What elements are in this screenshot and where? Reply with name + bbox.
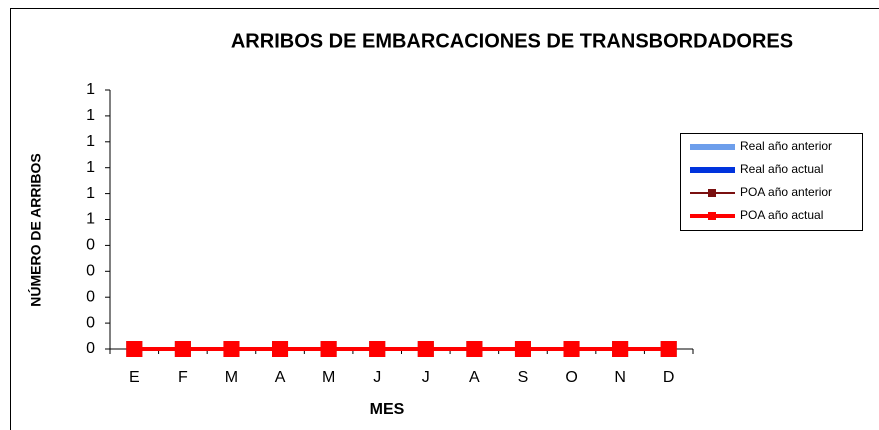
y-tick-label: 0 xyxy=(86,237,95,254)
x-tick-label: F xyxy=(178,369,188,386)
marker xyxy=(612,341,629,357)
marker xyxy=(126,341,143,357)
y-tick-label: 0 xyxy=(86,263,95,280)
y-tick-label: 0 xyxy=(86,314,95,331)
x-tick-label: S xyxy=(518,369,529,386)
y-axis-label: NÚMERO DE ARRIBOS xyxy=(27,153,44,307)
x-tick-label: M xyxy=(322,369,335,386)
y-tick-label: 1 xyxy=(86,81,95,98)
marker xyxy=(466,341,483,357)
chart-title: ARRIBOS DE EMBARCACIONES DE TRANSBORDADO… xyxy=(231,30,793,52)
x-tick-label: A xyxy=(469,369,480,386)
x-tick-label: O xyxy=(565,369,577,386)
marker xyxy=(174,341,191,357)
marker xyxy=(272,341,289,357)
marker xyxy=(369,341,386,357)
y-tick-label: 1 xyxy=(86,159,95,176)
x-tick-label: A xyxy=(275,369,286,386)
legend-label: Real año actual xyxy=(740,162,823,176)
marker xyxy=(660,341,677,357)
marker xyxy=(514,341,531,357)
x-tick-label: J xyxy=(373,369,381,386)
marker xyxy=(223,341,240,357)
y-tick-label: 1 xyxy=(86,185,95,202)
x-tick-label: N xyxy=(614,369,626,386)
legend-swatch xyxy=(690,144,735,150)
x-tick-label: M xyxy=(225,369,238,386)
x-tick-label: J xyxy=(422,369,430,386)
marker xyxy=(320,341,337,357)
x-axis-label: MES xyxy=(370,401,405,418)
y-tick-label: 1 xyxy=(86,133,95,150)
legend-label: POA año actual xyxy=(740,208,823,222)
y-tick-label: 0 xyxy=(86,340,95,357)
legend-label: Real año anterior xyxy=(740,139,832,153)
legend-marker xyxy=(708,212,716,220)
marker xyxy=(563,341,580,357)
y-tick-label: 1 xyxy=(86,107,95,124)
legend-label: POA año anterior xyxy=(740,185,832,199)
legend-marker xyxy=(708,189,716,197)
x-tick-label: E xyxy=(129,369,140,386)
y-tick-label: 1 xyxy=(86,211,95,228)
x-tick-label: D xyxy=(663,369,675,386)
marker xyxy=(417,341,434,357)
legend-swatch xyxy=(690,167,735,173)
y-tick-label: 0 xyxy=(86,288,95,305)
